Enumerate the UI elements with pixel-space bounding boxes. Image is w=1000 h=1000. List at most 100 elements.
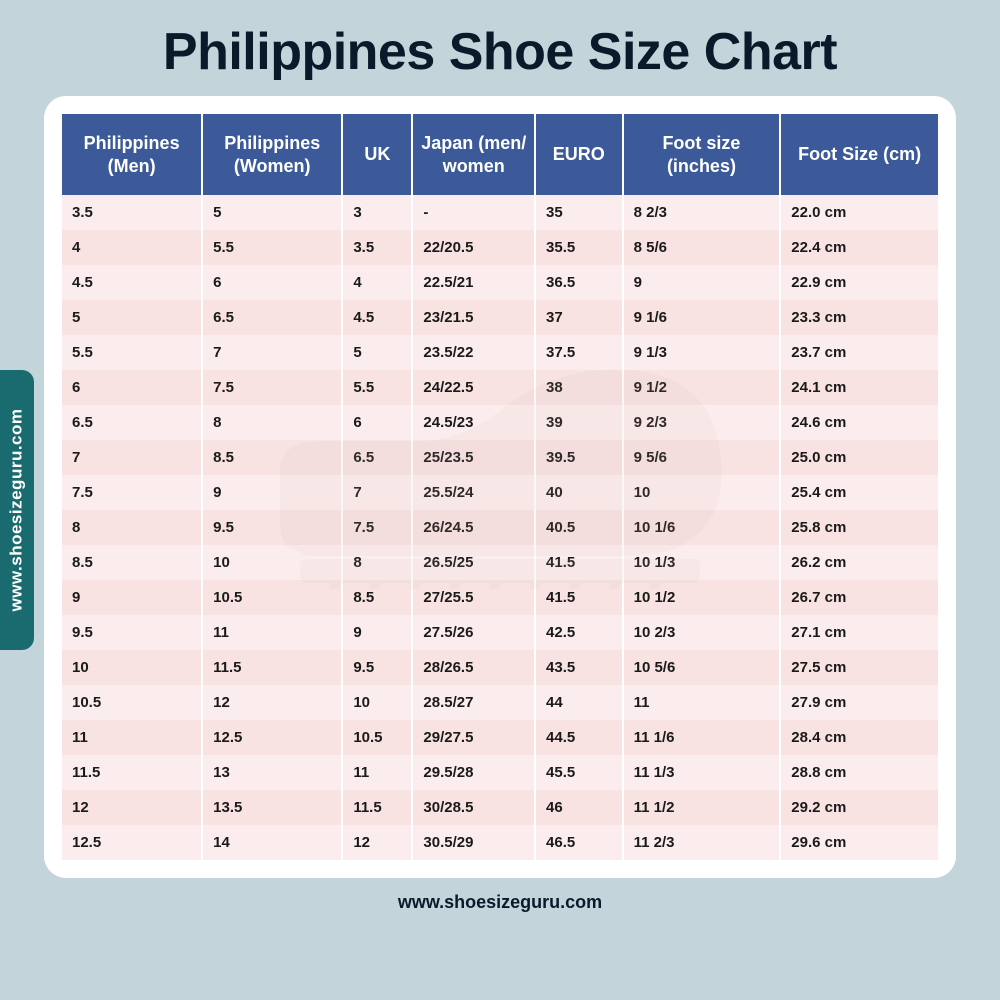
table-cell: 27.5/26 xyxy=(412,615,535,650)
table-cell: 23.5/22 xyxy=(412,335,535,370)
table-cell: - xyxy=(412,195,535,230)
table-cell: 8.5 xyxy=(202,440,342,475)
table-cell: 6 xyxy=(202,265,342,300)
table-cell: 10 xyxy=(623,475,781,510)
table-cell: 11.5 xyxy=(202,650,342,685)
table-row: 6.58624.5/23399 2/324.6 cm xyxy=(62,405,938,440)
table-cell: 8.5 xyxy=(62,545,202,580)
table-cell: 10 1/3 xyxy=(623,545,781,580)
table-cell: 5.5 xyxy=(62,335,202,370)
table-cell: 9 xyxy=(342,615,412,650)
table-cell: 6 xyxy=(62,370,202,405)
table-cell: 23.3 cm xyxy=(780,300,938,335)
table-cell: 7 xyxy=(342,475,412,510)
page-title: Philippines Shoe Size Chart xyxy=(0,0,1000,96)
table-cell: 28/26.5 xyxy=(412,650,535,685)
table-cell: 27.5 cm xyxy=(780,650,938,685)
table-body: 3.553-358 2/322.0 cm45.53.522/20.535.58 … xyxy=(62,195,938,860)
table-row: 56.54.523/21.5379 1/623.3 cm xyxy=(62,300,938,335)
table-cell: 9 5/6 xyxy=(623,440,781,475)
table-cell: 27/25.5 xyxy=(412,580,535,615)
table-cell: 24.1 cm xyxy=(780,370,938,405)
table-cell: 30/28.5 xyxy=(412,790,535,825)
table-cell: 25.4 cm xyxy=(780,475,938,510)
table-cell: 14 xyxy=(202,825,342,860)
table-cell: 22.9 cm xyxy=(780,265,938,300)
table-cell: 40.5 xyxy=(535,510,623,545)
table-cell: 24.6 cm xyxy=(780,405,938,440)
table-row: 1213.511.530/28.54611 1/229.2 cm xyxy=(62,790,938,825)
table-cell: 29.2 cm xyxy=(780,790,938,825)
table-cell: 9 xyxy=(62,580,202,615)
table-row: 67.55.524/22.5389 1/224.1 cm xyxy=(62,370,938,405)
table-cell: 8 5/6 xyxy=(623,230,781,265)
table-cell: 11.5 xyxy=(62,755,202,790)
table-cell: 12.5 xyxy=(62,825,202,860)
table-cell: 28.4 cm xyxy=(780,720,938,755)
table-cell: 8 xyxy=(62,510,202,545)
table-cell: 9 1/3 xyxy=(623,335,781,370)
table-cell: 4.5 xyxy=(342,300,412,335)
table-cell: 39 xyxy=(535,405,623,440)
table-cell: 3.5 xyxy=(342,230,412,265)
table-row: 9.511927.5/2642.510 2/327.1 cm xyxy=(62,615,938,650)
table-cell: 46.5 xyxy=(535,825,623,860)
table-cell: 8 xyxy=(342,545,412,580)
table-cell: 9 2/3 xyxy=(623,405,781,440)
table-cell: 10 5/6 xyxy=(623,650,781,685)
table-cell: 26/24.5 xyxy=(412,510,535,545)
table-row: 5.57523.5/2237.59 1/323.7 cm xyxy=(62,335,938,370)
side-url-tab: www.shoesizeguru.com xyxy=(0,370,34,650)
table-row: 8.510826.5/2541.510 1/326.2 cm xyxy=(62,545,938,580)
table-cell: 8 2/3 xyxy=(623,195,781,230)
column-header: Japan (men/ women xyxy=(412,114,535,195)
table-cell: 11 1/6 xyxy=(623,720,781,755)
table-row: 910.58.527/25.541.510 1/226.7 cm xyxy=(62,580,938,615)
table-cell: 35.5 xyxy=(535,230,623,265)
size-table: Philippines (Men)Philippines (Women)UKJa… xyxy=(62,114,938,860)
table-cell: 6.5 xyxy=(62,405,202,440)
table-cell: 5 xyxy=(62,300,202,335)
table-cell: 29.6 cm xyxy=(780,825,938,860)
table-cell: 5 xyxy=(202,195,342,230)
table-cell: 26.5/25 xyxy=(412,545,535,580)
table-row: 1112.510.529/27.544.511 1/628.4 cm xyxy=(62,720,938,755)
table-header: Philippines (Men)Philippines (Women)UKJa… xyxy=(62,114,938,195)
table-cell: 10.5 xyxy=(62,685,202,720)
table-row: 12.5141230.5/2946.511 2/329.6 cm xyxy=(62,825,938,860)
column-header: Philippines (Women) xyxy=(202,114,342,195)
table-cell: 12 xyxy=(62,790,202,825)
table-cell: 29/27.5 xyxy=(412,720,535,755)
table-cell: 36.5 xyxy=(535,265,623,300)
table-cell: 28.5/27 xyxy=(412,685,535,720)
table-cell: 9.5 xyxy=(62,615,202,650)
table-row: 4.56422.5/2136.5922.9 cm xyxy=(62,265,938,300)
table-cell: 37 xyxy=(535,300,623,335)
table-cell: 10 2/3 xyxy=(623,615,781,650)
column-header: Foot size (inches) xyxy=(623,114,781,195)
table-cell: 12.5 xyxy=(202,720,342,755)
table-cell: 4.5 xyxy=(62,265,202,300)
table-cell: 22/20.5 xyxy=(412,230,535,265)
table-cell: 44.5 xyxy=(535,720,623,755)
table-cell: 22.4 cm xyxy=(780,230,938,265)
table-cell: 9 xyxy=(202,475,342,510)
table-cell: 10 xyxy=(342,685,412,720)
table-row: 10.5121028.5/27441127.9 cm xyxy=(62,685,938,720)
table-cell: 8.5 xyxy=(342,580,412,615)
table-cell: 11 2/3 xyxy=(623,825,781,860)
table-cell: 10 xyxy=(202,545,342,580)
table-cell: 37.5 xyxy=(535,335,623,370)
table-cell: 10 1/2 xyxy=(623,580,781,615)
table-cell: 11 1/3 xyxy=(623,755,781,790)
table-cell: 10.5 xyxy=(202,580,342,615)
table-cell: 39.5 xyxy=(535,440,623,475)
table-row: 1011.59.528/26.543.510 5/627.5 cm xyxy=(62,650,938,685)
table-cell: 23.7 cm xyxy=(780,335,938,370)
table-row: 3.553-358 2/322.0 cm xyxy=(62,195,938,230)
table-cell: 43.5 xyxy=(535,650,623,685)
footer-url: www.shoesizeguru.com xyxy=(0,878,1000,927)
table-cell: 46 xyxy=(535,790,623,825)
table-cell: 5.5 xyxy=(342,370,412,405)
column-header: Philippines (Men) xyxy=(62,114,202,195)
